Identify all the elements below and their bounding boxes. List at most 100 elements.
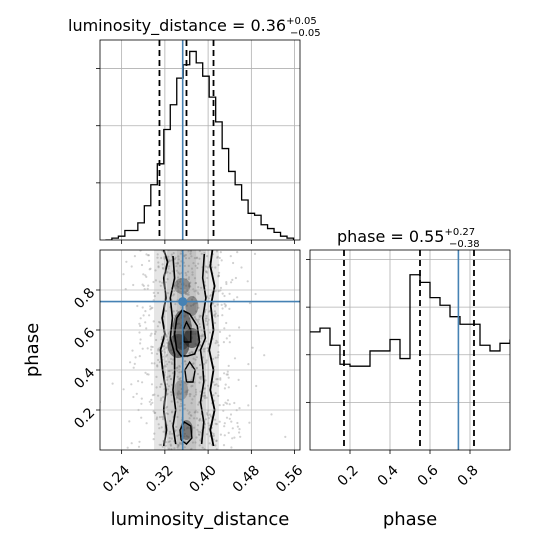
scatter-point	[230, 420, 233, 423]
scatter-point	[170, 357, 173, 360]
scatter-point	[179, 252, 182, 255]
contour-mid-left	[169, 255, 177, 445]
scatter-point	[158, 280, 161, 283]
scatter-point	[176, 446, 179, 449]
scatter-point	[188, 417, 191, 420]
scatter-point	[203, 350, 206, 353]
scatter-point	[187, 264, 190, 267]
scatter-point	[237, 378, 240, 381]
scatter-point	[166, 383, 169, 386]
scatter-point	[187, 270, 190, 273]
scatter-point	[165, 363, 168, 366]
scatter-point	[228, 307, 231, 310]
scatter-point	[203, 347, 206, 350]
x-tick-label: 0.24	[100, 462, 133, 495]
scatter-point	[167, 332, 170, 335]
scatter-point	[145, 275, 148, 278]
scatter-point	[154, 279, 157, 282]
phase-vs-distance-density-panel: 0.24 0.32 0.40 0.48 0.56 0.2 0.4 0.6 0.8	[71, 249, 306, 496]
scatter-point	[160, 338, 163, 341]
scatter-point	[150, 345, 153, 348]
scatter-point	[150, 383, 154, 386]
scatter-point	[213, 310, 216, 313]
title-luminosity-distance-sub: −0.05	[290, 28, 321, 39]
scatter-point	[214, 289, 217, 293]
scatter-point	[224, 304, 227, 307]
scatter-point	[236, 296, 239, 299]
scatter-point	[197, 401, 201, 404]
scatter-point	[219, 433, 222, 436]
scatter-point	[176, 392, 179, 395]
histogram-steps	[310, 274, 510, 367]
density-cell	[205, 250, 219, 450]
scatter-point	[155, 386, 158, 389]
scatter-point	[173, 293, 176, 296]
scatter-point	[168, 265, 171, 268]
scatter-point	[189, 285, 192, 288]
scatter-point	[111, 382, 114, 385]
scatter-point	[173, 257, 176, 261]
scatter-point	[213, 314, 216, 317]
scatter-point	[228, 292, 231, 295]
scatter-point	[213, 321, 217, 325]
scatter-point	[217, 351, 220, 354]
scatter-point	[176, 366, 179, 369]
scatter-point	[187, 291, 190, 294]
scatter-point	[205, 359, 208, 362]
scatter-point	[203, 394, 206, 397]
scatter-point	[169, 440, 172, 443]
scatter-point	[201, 333, 204, 336]
scatter-point	[284, 435, 287, 438]
scatter-point	[162, 418, 165, 421]
scatter-point	[157, 320, 161, 324]
scatter-point	[191, 273, 194, 276]
scatter-point	[222, 444, 226, 447]
contour-outer-right	[208, 250, 216, 447]
scatter-point	[159, 385, 162, 388]
title-phase: phase = 0.55+0.27	[337, 227, 475, 246]
scatter-point	[175, 309, 178, 312]
scatter-point	[155, 338, 158, 342]
scatter-point	[231, 278, 234, 281]
histogram-line	[310, 274, 510, 367]
scatter-point	[199, 335, 202, 338]
scatter-point	[132, 366, 135, 369]
scatter-point	[198, 250, 201, 253]
scatter-point	[214, 315, 217, 318]
scatter-point	[201, 335, 204, 338]
scatter-point	[179, 280, 182, 283]
scatter-point	[185, 427, 188, 430]
scatter-point	[216, 255, 219, 258]
scatter-point	[169, 420, 172, 423]
scatter-point	[152, 320, 155, 323]
ylabel-phase: phase	[22, 323, 43, 377]
scatter-point	[204, 379, 207, 382]
scatter-point	[167, 440, 170, 443]
scatter-point	[176, 366, 179, 369]
scatter-point	[217, 274, 220, 278]
xlabel-phase: phase	[383, 509, 437, 530]
scatter-point	[165, 412, 168, 415]
scatter-point	[170, 253, 173, 256]
scatter-point	[187, 250, 190, 253]
scatter-point	[133, 255, 136, 258]
scatter-point	[145, 422, 148, 425]
scatter-point	[174, 303, 177, 306]
scatter-point	[217, 344, 220, 347]
scatter-point	[140, 402, 143, 405]
scatter-point	[184, 271, 187, 275]
scatter-point	[216, 378, 219, 381]
scatter-point	[97, 432, 99, 434]
scatter-point	[156, 364, 159, 367]
scatter-point	[153, 393, 156, 396]
scatter-point	[126, 446, 129, 449]
scatter-point	[166, 378, 169, 381]
scatter-point	[188, 352, 191, 355]
scatter-point	[212, 432, 215, 435]
scatter-point	[195, 417, 198, 420]
scatter-point	[156, 352, 159, 355]
scatter-point	[153, 295, 156, 298]
scatter-point	[131, 349, 134, 352]
scatter-point	[185, 277, 188, 281]
scatter-point	[203, 387, 206, 390]
